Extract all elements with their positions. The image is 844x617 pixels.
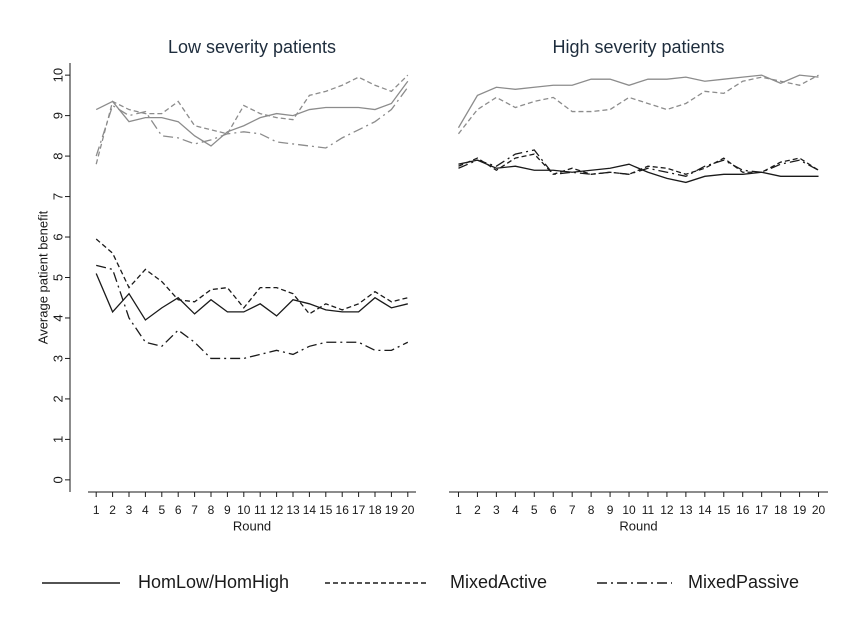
x-tick-label: 1 — [455, 503, 462, 517]
x-tick-label: 2 — [474, 503, 481, 517]
x-tick-label: 14 — [303, 503, 317, 517]
x-axis-label: Round — [233, 518, 271, 533]
y-tick-label: 8 — [50, 152, 65, 159]
series-line — [458, 149, 819, 178]
y-tick-label: 9 — [50, 112, 65, 119]
x-tick-label: 19 — [793, 503, 807, 517]
x-tick-label: 9 — [607, 503, 614, 517]
panel-title: High severity patients — [552, 37, 724, 57]
x-tick-label: 4 — [142, 503, 149, 517]
x-tick-label: 13 — [286, 503, 300, 517]
x-tick-label: 15 — [717, 503, 731, 517]
x-tick-label: 10 — [622, 503, 636, 517]
x-tick-label: 7 — [191, 503, 198, 517]
x-tick-label: 15 — [319, 503, 333, 517]
x-tick-label: 20 — [812, 503, 826, 517]
x-tick-label: 14 — [698, 503, 712, 517]
x-tick-label: 18 — [774, 503, 788, 517]
y-tick-label: 4 — [50, 314, 65, 321]
x-tick-label: 17 — [755, 503, 769, 517]
x-tick-label: 6 — [550, 503, 557, 517]
x-tick-label: 7 — [569, 503, 576, 517]
x-tick-label: 17 — [352, 503, 366, 517]
x-tick-label: 16 — [336, 503, 350, 517]
x-tick-label: 4 — [512, 503, 519, 517]
x-tick-label: 8 — [208, 503, 215, 517]
series-line — [458, 153, 819, 176]
x-axis-label: Round — [619, 518, 657, 533]
x-tick-label: 3 — [126, 503, 133, 517]
x-tick-label: 12 — [660, 503, 674, 517]
y-tick-label: 3 — [50, 355, 65, 362]
x-tick-label: 2 — [109, 503, 116, 517]
series-line — [95, 273, 408, 321]
x-tick-label: 3 — [493, 503, 500, 517]
series-line — [95, 238, 408, 315]
x-tick-label: 12 — [270, 503, 284, 517]
x-tick-label: 11 — [642, 503, 655, 517]
x-tick-label: 11 — [254, 503, 267, 517]
legend-label: HomLow/HomHigh — [138, 572, 289, 592]
x-tick-label: 9 — [224, 503, 231, 517]
x-tick-label: 6 — [175, 503, 182, 517]
y-tick-label: 5 — [50, 274, 65, 281]
x-tick-label: 1 — [93, 503, 100, 517]
y-tick-label: 7 — [50, 193, 65, 200]
x-tick-label: 18 — [368, 503, 382, 517]
series-line — [457, 74, 819, 129]
x-tick-label: 19 — [385, 503, 399, 517]
series-line — [95, 74, 409, 165]
y-tick-label: 1 — [50, 436, 65, 443]
legend-label: MixedActive — [450, 572, 547, 592]
x-tick-label: 20 — [401, 503, 415, 517]
x-tick-label: 16 — [736, 503, 750, 517]
x-tick-label: 10 — [237, 503, 251, 517]
series-line — [96, 264, 409, 360]
x-tick-label: 5 — [531, 503, 538, 517]
y-tick-label: 0 — [50, 476, 65, 483]
legend-label: MixedPassive — [688, 572, 799, 592]
y-axis-label: Average patient benefit — [35, 210, 50, 344]
x-tick-label: 5 — [158, 503, 165, 517]
x-tick-label: 13 — [679, 503, 693, 517]
y-tick-label: 6 — [50, 233, 65, 240]
y-tick-label: 2 — [50, 395, 65, 402]
panel-title: Low severity patients — [168, 37, 336, 57]
y-tick-label: 10 — [50, 68, 65, 82]
x-tick-label: 8 — [588, 503, 595, 517]
series-line — [457, 74, 819, 135]
series-line — [95, 80, 409, 147]
series-line — [95, 86, 409, 157]
